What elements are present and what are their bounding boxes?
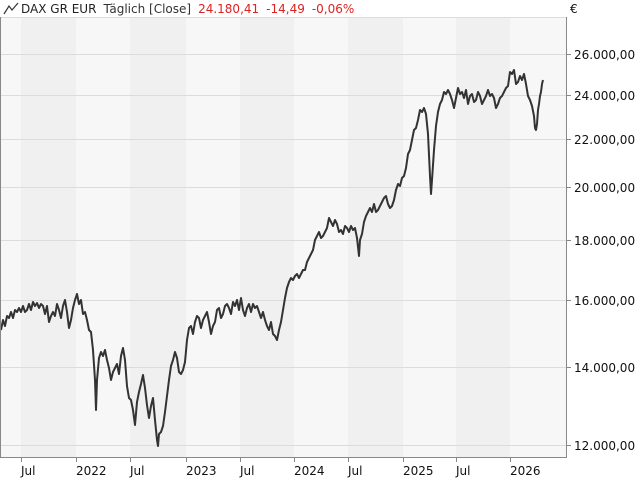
y-tick-26000: 26.000,00 (574, 48, 635, 62)
y-tick-18000: 18.000,00 (574, 234, 635, 248)
y-tick-12000: 12.000,00 (574, 439, 635, 453)
price-change-pct: -0,06% (311, 1, 355, 16)
y-axis: € 26.000,00 24.000,00 22.000,00 20.000,0… (567, 2, 635, 453)
plot-frame (0, 17, 567, 458)
y-tick-16000: 16.000,00 (574, 294, 635, 308)
price-line (0, 69, 544, 447)
interval-label: Täglich [Close] (103, 1, 192, 16)
y-tick-22000: 22.000,00 (574, 133, 635, 147)
x-tick-jul-2024: Jul (347, 464, 362, 478)
y-tick-20000: 20.000,00 (574, 181, 635, 195)
x-tick-jul-2022: Jul (129, 464, 144, 478)
last-price: 24.180,41 (198, 1, 260, 16)
x-axis: Jul 2022 Jul 2023 Jul 2024 Jul 2025 Jul … (20, 458, 541, 478)
y-tick-24000: 24.000,00 (574, 89, 635, 103)
chart-header: DAX GR EUR Täglich [Close] 24.180,41 -14… (0, 0, 565, 17)
x-tick-2025: 2025 (403, 464, 434, 478)
x-tick-jul-2025: Jul (455, 464, 470, 478)
currency-label: € (570, 2, 578, 16)
x-tick-jul-2023: Jul (239, 464, 254, 478)
x-tick-2026: 2026 (510, 464, 541, 478)
x-tick-2024: 2024 (294, 464, 325, 478)
y-tick-14000: 14.000,00 (574, 361, 635, 375)
x-tick-jul-2021: Jul (20, 464, 35, 478)
background-bands (0, 17, 567, 458)
x-tick-2023: 2023 (186, 464, 217, 478)
line-chart-icon (3, 2, 19, 15)
price-change: -14,49 (266, 1, 305, 16)
instrument-title: DAX GR EUR (21, 1, 97, 16)
x-tick-2022: 2022 (76, 464, 107, 478)
